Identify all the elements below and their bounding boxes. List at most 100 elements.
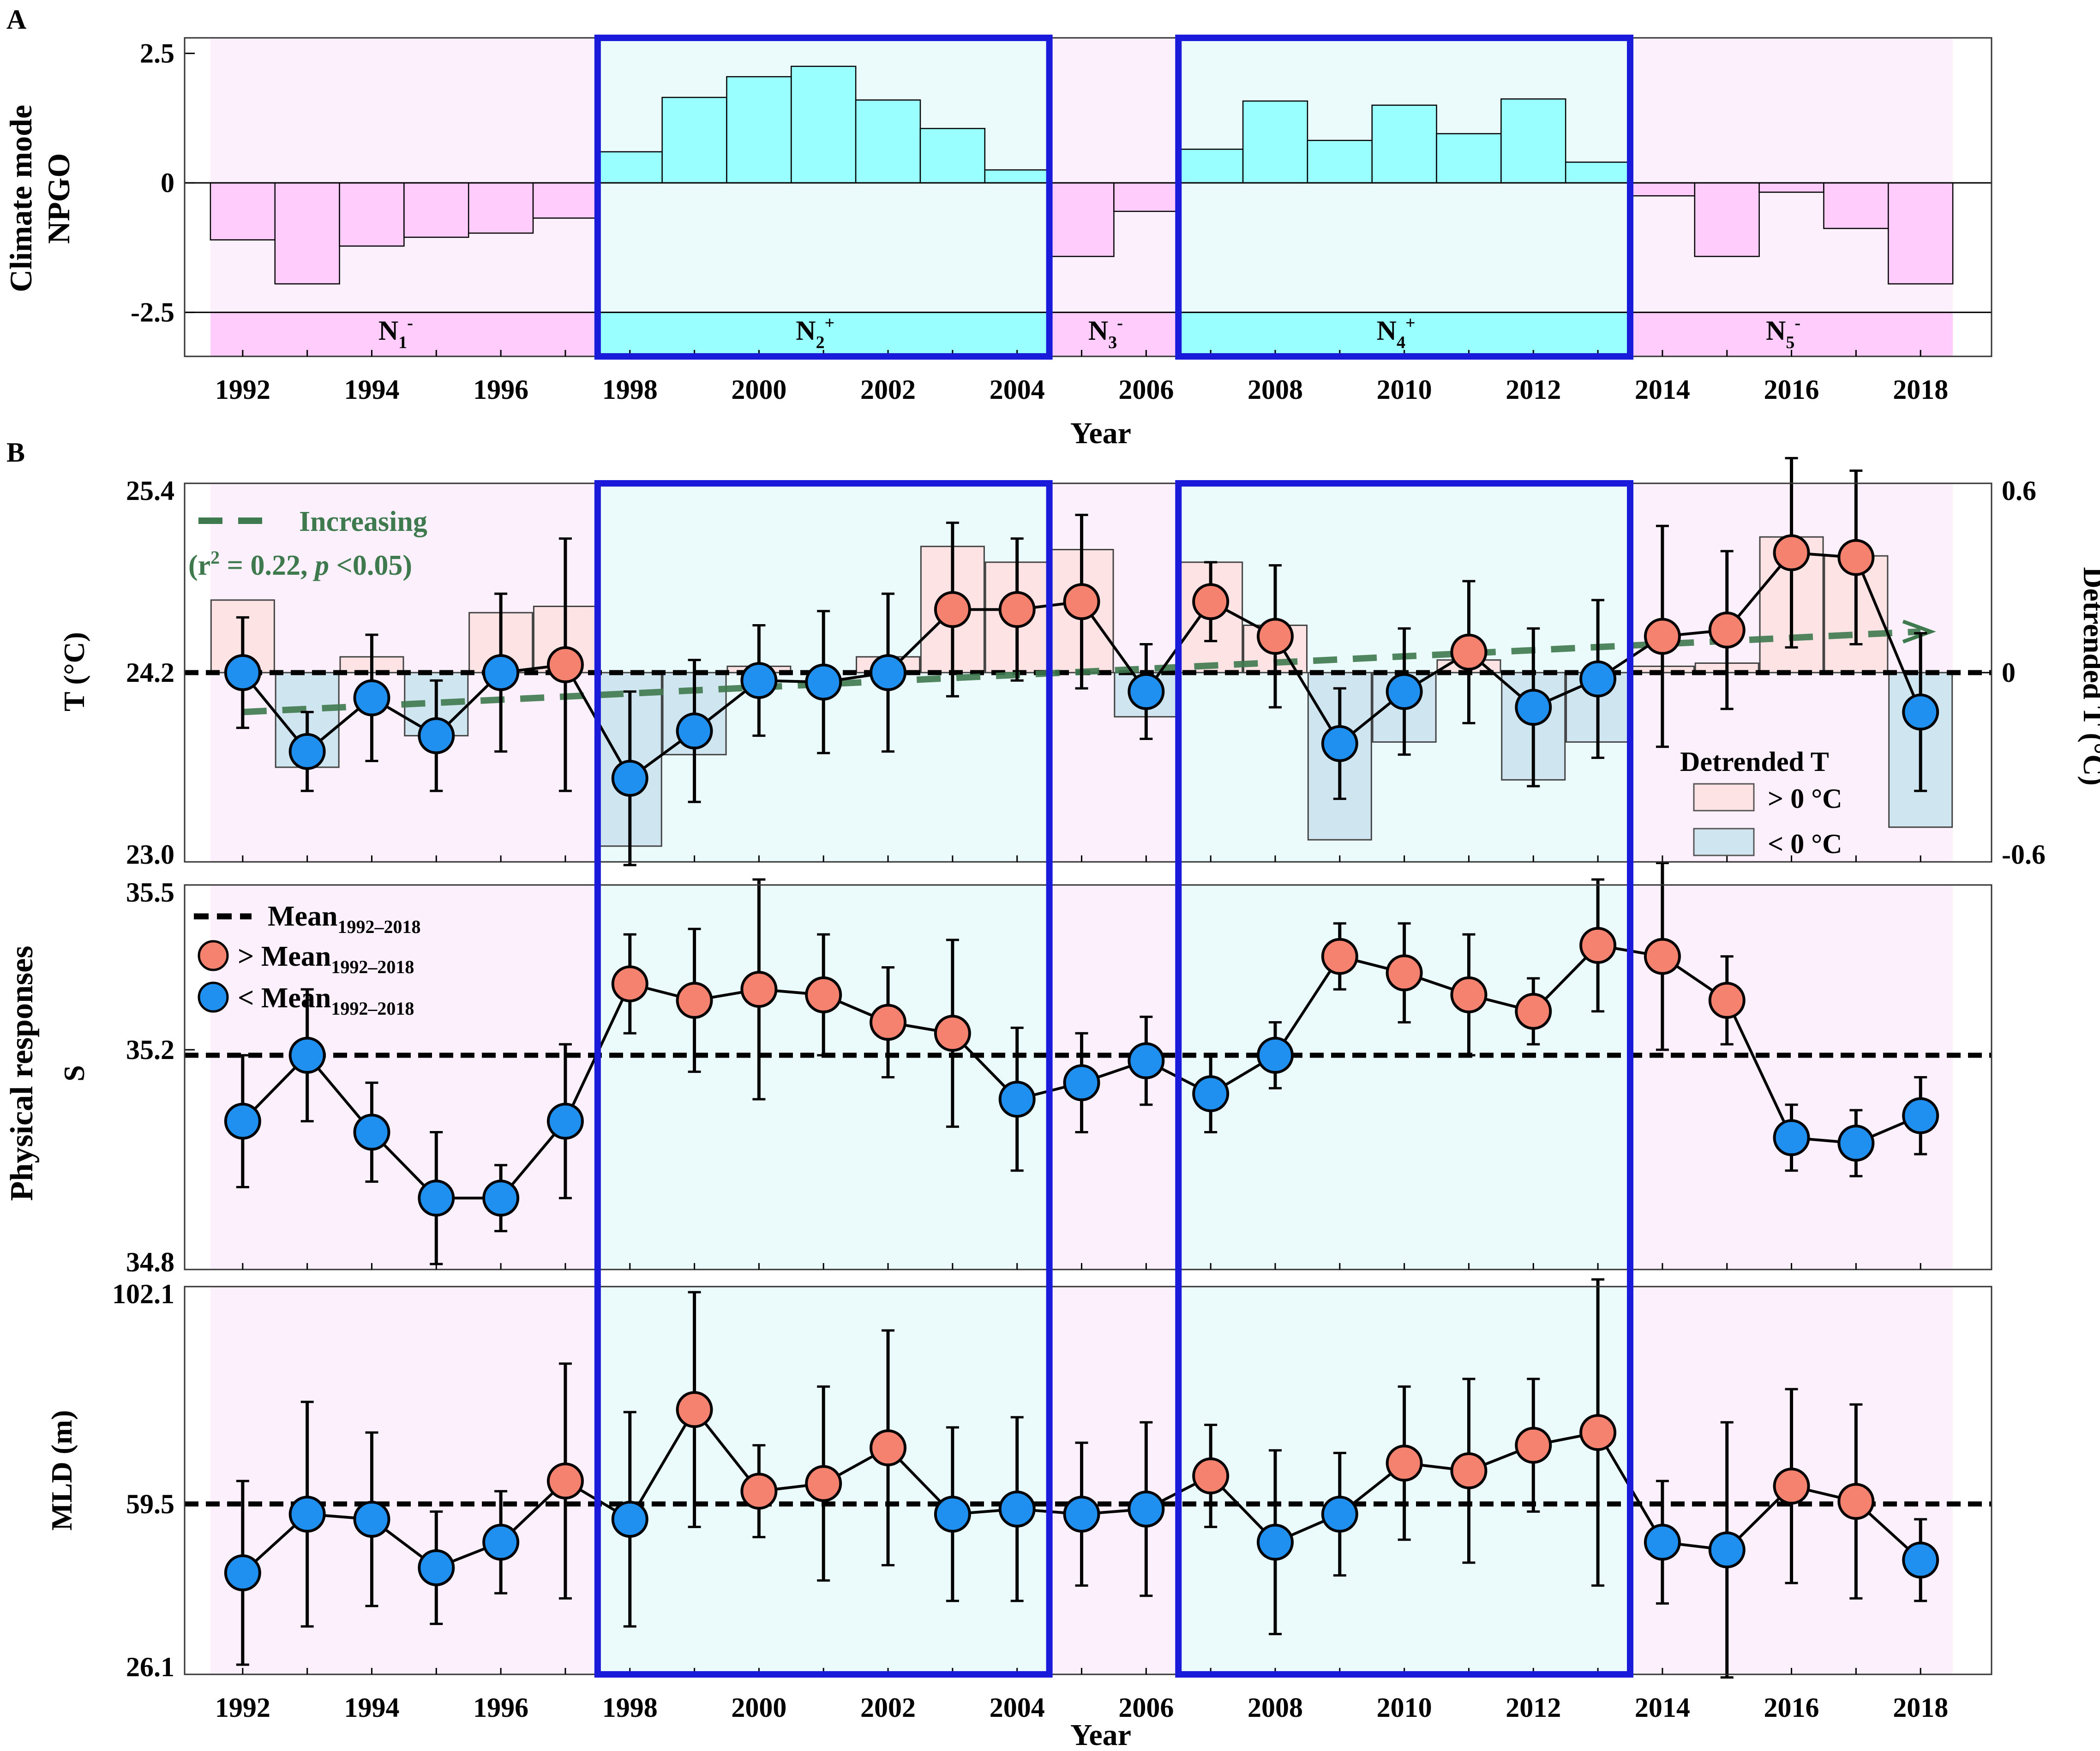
trend-stats: (r2 = 0.22, p <0.05) (188, 547, 412, 581)
temperature-point (1063, 583, 1100, 620)
npgo-xtick-label: 2006 (1118, 374, 1174, 405)
npgo-xtick-label: 2002 (860, 374, 916, 405)
legend-mean-sub: 1992–2018 (338, 916, 421, 937)
temperature-point (1644, 618, 1681, 655)
mld-xtick-label: 2010 (1377, 1692, 1432, 1723)
mld-point (482, 1523, 520, 1561)
npgo-bar (597, 151, 663, 184)
physical-responses-label: Physical responses (4, 946, 40, 1201)
temperature-ytick-label: 23.0 (126, 839, 174, 870)
temperature-point (611, 759, 648, 797)
positive-phase-box-a (594, 35, 1053, 360)
mld-point (1063, 1495, 1100, 1533)
mld-point (288, 1495, 326, 1533)
mld-xtick-label: 2014 (1635, 1692, 1690, 1723)
salinity-point (418, 1179, 455, 1217)
phase-label-sub: 3 (1108, 333, 1117, 352)
temperature-point (1515, 689, 1552, 726)
legend-below-marker (198, 981, 229, 1013)
phase-label-sub: 1 (398, 333, 407, 352)
mld-xtick-label: 2000 (731, 1692, 786, 1723)
npgo-bar (1436, 133, 1502, 184)
mld-point (1192, 1457, 1230, 1495)
phase-label-5: N5- (1766, 313, 1800, 352)
legend-mean-text: Mean1992–2018 (268, 901, 421, 937)
temperature-ylabel-right: Detrended T (°C) (2077, 567, 2100, 786)
phase-label-sup: - (407, 313, 413, 333)
mld-ytick-label: 59.5 (126, 1489, 174, 1519)
mld-ytick-label: 26.1 (126, 1652, 174, 1682)
salinity-point (1515, 993, 1552, 1030)
npgo-ytick-label: -2.5 (131, 297, 174, 328)
npgo-bar (1307, 139, 1373, 184)
legend-mean-main: Mean (268, 901, 338, 932)
phase-label-name: N (1766, 315, 1786, 346)
temperature-point (1256, 618, 1294, 655)
phase-label-sub: 2 (816, 333, 825, 352)
salinity-point (1128, 1042, 1165, 1079)
legend-warm-label: > 0 °C (1768, 783, 1842, 814)
legend-above-text: > Mean1992–2018 (238, 941, 414, 977)
phase-label-sup: - (1117, 313, 1123, 333)
legend-below-text: < Mean1992–2018 (238, 982, 414, 1019)
salinity-point (1579, 927, 1617, 964)
text-layer: A B Climate mode NPGO Year Physical resp… (3, 4, 2100, 1751)
salinity-point (870, 1004, 907, 1041)
phase-band-2 (597, 312, 1050, 356)
temperature-point (1837, 539, 1875, 576)
trend-stats-suffix: <0.05) (329, 550, 412, 581)
mld-xtick-label: 2004 (990, 1692, 1045, 1723)
phase-label-4: N4+ (1377, 313, 1416, 352)
salinity-point (1644, 938, 1681, 975)
npgo-bar (1888, 182, 1954, 285)
salinity-point (805, 976, 842, 1013)
temperature-point (740, 662, 778, 699)
phase-label-sub: 5 (1786, 333, 1794, 352)
trend-stats-prefix: (r (188, 550, 210, 581)
phase-band-5 (1630, 312, 1953, 356)
mld-xtick-label: 2016 (1764, 1692, 1819, 1723)
legend-above-marker (198, 940, 229, 971)
salinity-ytick-label: 35.5 (126, 877, 174, 908)
mld-point (870, 1429, 907, 1467)
npgo-xtick-label: 1998 (602, 374, 658, 405)
mld-xtick-label: 1998 (602, 1692, 658, 1723)
phase-label-sup: - (1794, 313, 1800, 333)
mld-point (1902, 1541, 1939, 1579)
trend-arrowhead (1902, 620, 1936, 644)
salinity-point (224, 1102, 261, 1140)
mld-point (1644, 1523, 1681, 1561)
phase-label-name: N (1088, 315, 1108, 346)
mld-ylabel: MLD (m) (45, 1410, 78, 1530)
temperature-point (1708, 611, 1746, 649)
mld-xtick-label: 1994 (344, 1692, 399, 1723)
salinity-ylabel: S (58, 1065, 90, 1082)
npgo-xtick-label: 1992 (215, 374, 270, 405)
npgo-bar (661, 96, 727, 184)
npgo-bar (1371, 104, 1437, 184)
npgo-ylabel-line2: NPGO (41, 153, 76, 244)
temperature-point (1773, 534, 1810, 572)
temperature-point (418, 717, 455, 754)
salinity-point (1837, 1125, 1875, 1162)
salinity-point (998, 1081, 1036, 1118)
salinity-point (1902, 1097, 1939, 1134)
temperature-point (870, 654, 907, 691)
legend-cool-label: < 0 °C (1768, 829, 1842, 859)
npgo-xlabel: Year (1070, 416, 1131, 450)
temperature-point (1902, 693, 1939, 731)
phase-bg-m-1 (210, 1287, 598, 1674)
mld-point (224, 1554, 261, 1592)
legend-below-sub: 1992–2018 (331, 998, 414, 1019)
phase-bg-s-1 (210, 885, 598, 1270)
mld-point (1256, 1523, 1294, 1561)
npgo-bar (1629, 182, 1696, 197)
phase-bg-s-5 (1630, 885, 1953, 1270)
temperature-point (546, 646, 584, 683)
npgo-ytick-label: 0 (161, 168, 174, 198)
legend-above-main: > Mean (238, 941, 331, 972)
npgo-ylabel-line1: Climate mode (3, 105, 38, 292)
points-layer (224, 534, 1939, 1592)
temperature-point (482, 654, 520, 691)
phase-bg-a-4 (1178, 38, 1630, 356)
